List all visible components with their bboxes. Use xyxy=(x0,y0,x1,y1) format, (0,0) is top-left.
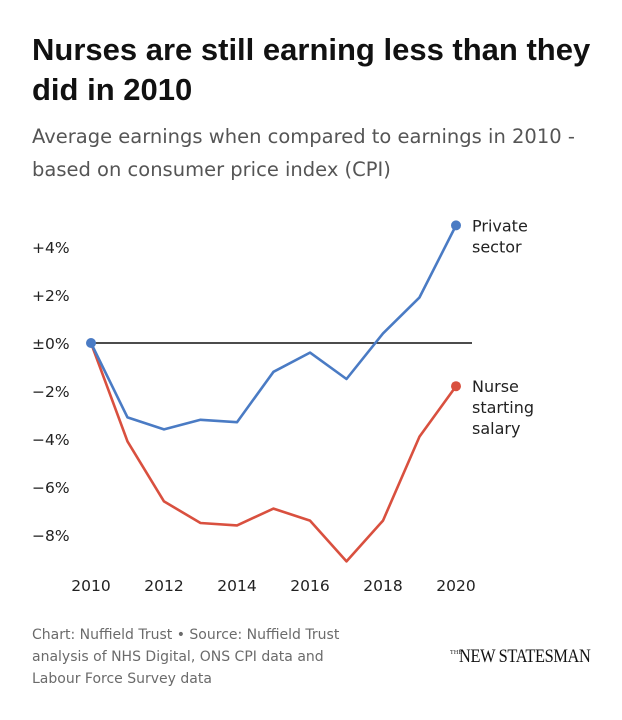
series-end-point-nurse-starting-salary xyxy=(451,381,461,392)
y-tick-label: −6% xyxy=(32,479,70,497)
series-endpoints xyxy=(86,220,461,392)
series-label-private-sector: Private sector xyxy=(472,216,528,256)
x-tick-label: 2012 xyxy=(144,577,183,595)
series-end-point-private-sector xyxy=(451,220,461,231)
series-start-point xyxy=(86,338,96,348)
chart-title: Nurses are still earning less than they … xyxy=(32,32,591,107)
x-tick-label: 2014 xyxy=(217,577,256,595)
x-axis-ticks: 2010 2012 2014 2016 2018 2020 xyxy=(71,577,475,595)
y-axis-ticks: +4% +2% ±0% −2% −4% −6% −8% xyxy=(32,239,70,545)
new-statesman-logo[interactable]: THE NEW STATESMAN xyxy=(450,646,595,670)
y-tick-label: −8% xyxy=(32,527,70,545)
y-tick-label: +4% xyxy=(32,239,70,257)
x-tick-label: 2020 xyxy=(436,577,475,595)
series-lines xyxy=(89,224,458,563)
series-labels: Private sector Nurse starting salary xyxy=(472,216,534,438)
logo-wordmark: NEW STATESMAN xyxy=(459,646,591,667)
line-chart: +4%+2%±0%−2%−4%−6%−8% 2010 2012 2014 2016 20… xyxy=(32,216,534,595)
x-tick-label: 2010 xyxy=(71,577,110,595)
footer-source-line-3: Labour Force Survey data xyxy=(32,671,212,687)
y-tick-label: ±0% xyxy=(32,335,70,353)
x-tick-label: 2016 xyxy=(290,577,329,595)
series-line-private-sector xyxy=(89,224,458,431)
footer-source-line-1: Chart: Nuffield Trust • Source: Nuffield… xyxy=(32,627,340,643)
logo-the: THE xyxy=(450,650,463,656)
y-tick-label: −2% xyxy=(32,383,70,401)
chart-subtitle: Average earnings when compared to earnin… xyxy=(32,125,575,181)
footer-source-line-2: analysis of NHS Digital, ONS CPI data an… xyxy=(32,649,324,665)
x-tick-label: 2018 xyxy=(363,577,402,595)
series-line-nurse-starting-salary xyxy=(89,341,458,563)
chart-footer: Chart: Nuffield Trust • Source: Nuffield… xyxy=(32,624,452,690)
series-label-nurse-starting-salary: Nurse starting salary xyxy=(472,377,534,438)
y-tick-label: −4% xyxy=(32,431,70,449)
y-tick-label: +2% xyxy=(32,287,70,305)
